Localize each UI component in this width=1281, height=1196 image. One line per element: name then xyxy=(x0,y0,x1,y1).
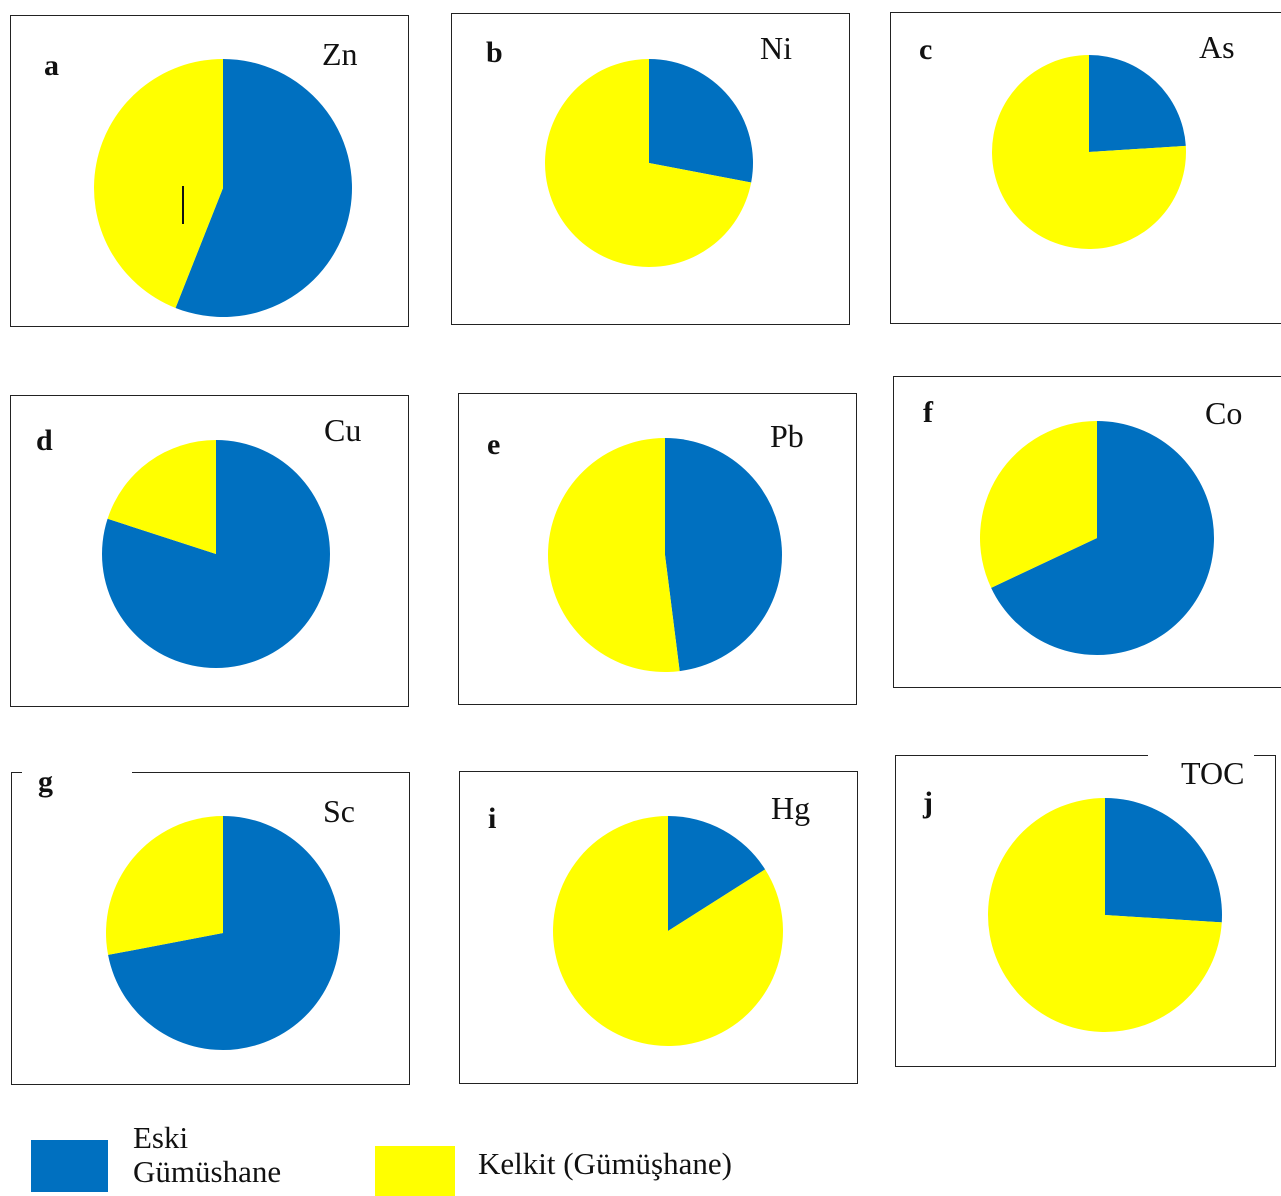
element-label: Hg xyxy=(771,790,811,826)
panel-c: c As xyxy=(890,12,1281,324)
element-label: Co xyxy=(1205,395,1243,431)
pie-slice-kelkit xyxy=(93,59,223,308)
border-gap xyxy=(1148,753,1254,757)
panel-e: e Pb xyxy=(458,393,857,705)
panel-b: b Ni xyxy=(451,13,850,325)
panel-letter: e xyxy=(487,428,501,461)
pie-chart xyxy=(102,440,330,668)
panel-d: d Cu xyxy=(10,395,409,707)
panel-letter: c xyxy=(919,33,933,66)
element-label: Zn xyxy=(322,36,358,72)
legend-swatch-eski xyxy=(31,1140,108,1192)
pie-slice-kelkit xyxy=(553,816,783,1046)
pie-slice-eski xyxy=(668,816,766,931)
pie-slice-kelkit xyxy=(105,816,223,955)
pie-slice-eski xyxy=(108,816,341,1050)
element-label: Ni xyxy=(760,30,792,66)
pie-chart xyxy=(545,59,753,267)
element-label: Sc xyxy=(323,793,355,829)
border-gap xyxy=(22,770,132,774)
pie-chart xyxy=(988,798,1222,1032)
panel-j: j TOC xyxy=(895,753,1276,1067)
pie-slice-kelkit xyxy=(980,421,1097,588)
pie-chart xyxy=(980,421,1214,655)
marker-line xyxy=(182,186,184,224)
panel-letter: g xyxy=(38,765,53,798)
element-label: Cu xyxy=(324,412,362,448)
pie-chart xyxy=(93,59,352,317)
pie-slice-eski xyxy=(665,438,783,672)
panel-letter: i xyxy=(488,802,497,835)
pie-slice-eski xyxy=(1105,798,1222,923)
panel-i: i Hg xyxy=(459,771,858,1084)
pie-slice-eski xyxy=(175,59,352,317)
legend-label-kelkit: Kelkit (Gümüşhane) xyxy=(478,1146,732,1181)
panel-letter: d xyxy=(36,424,53,457)
panel-a: a Zn xyxy=(10,15,409,327)
pie-slice-eski xyxy=(649,59,753,183)
panel-letter: b xyxy=(486,36,503,69)
pie-slice-eski xyxy=(1089,55,1186,152)
pie-chart xyxy=(105,816,341,1050)
panel-letter: f xyxy=(923,396,933,429)
legend-label-eski: Eski Gümüshane xyxy=(133,1120,282,1190)
pie-slice-kelkit xyxy=(548,438,680,672)
pie-slice-eski xyxy=(991,421,1214,655)
element-label: As xyxy=(1199,29,1235,65)
element-label: Pb xyxy=(770,418,804,454)
panel-letter: a xyxy=(44,49,59,82)
pie-chart xyxy=(992,55,1186,249)
panel-letter: j xyxy=(923,786,933,819)
pie-chart xyxy=(553,816,783,1046)
pie-chart xyxy=(548,438,783,672)
element-label: TOC xyxy=(1181,755,1245,791)
pie-slice-kelkit xyxy=(992,55,1186,249)
panel-f: f Co xyxy=(893,376,1281,688)
legend-swatch-kelkit xyxy=(375,1146,455,1196)
pie-slice-kelkit xyxy=(545,59,752,267)
panel-g: g Sc xyxy=(11,767,410,1085)
pie-slice-kelkit xyxy=(988,798,1222,1032)
pie-slice-kelkit xyxy=(107,440,216,554)
